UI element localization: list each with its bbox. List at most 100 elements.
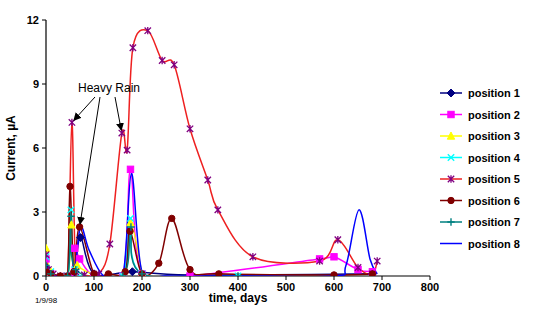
data-point <box>250 253 256 260</box>
data-point <box>72 245 78 251</box>
data-point <box>67 213 74 220</box>
series-line <box>46 174 377 276</box>
y-tick <box>42 276 46 277</box>
data-point <box>169 215 175 221</box>
annotation-arrow <box>74 97 95 120</box>
data-point <box>128 268 136 276</box>
x-tick <box>142 276 143 280</box>
data-point <box>90 270 98 276</box>
data-point <box>74 269 75 270</box>
annotation: Heavy Rain <box>78 81 140 95</box>
y-tick-label: 9 <box>33 78 39 90</box>
data-point <box>171 61 177 68</box>
data-point <box>64 272 71 276</box>
data-point <box>141 271 142 272</box>
data-point <box>139 271 145 276</box>
data-point <box>215 206 221 213</box>
data-point <box>138 270 145 276</box>
data-point <box>235 273 241 276</box>
series-markers <box>46 219 146 276</box>
x-tick-label: 0 <box>43 281 49 293</box>
x-tick-label: 700 <box>373 281 391 293</box>
data-point <box>316 257 322 264</box>
legend-line <box>440 243 462 245</box>
x-tick <box>382 276 383 280</box>
data-point <box>234 272 241 276</box>
y-tick-label: 3 <box>33 206 39 218</box>
data-point <box>119 272 126 276</box>
series <box>46 174 377 276</box>
data-point <box>127 166 133 172</box>
legend-label: position 6 <box>468 195 520 207</box>
legend-marker <box>447 132 454 139</box>
legend-label: position 3 <box>468 130 520 142</box>
x-tick <box>286 276 287 280</box>
y-tick <box>42 84 46 85</box>
data-point <box>131 173 132 174</box>
annotation-arrow <box>80 97 100 224</box>
legend-marker <box>447 218 454 225</box>
x-tick <box>94 276 95 280</box>
annotation: 1/9/98 <box>35 296 58 305</box>
data-point <box>81 271 87 276</box>
x-tick <box>190 276 191 280</box>
x-tick-label: 200 <box>133 281 151 293</box>
series-markers <box>46 27 380 276</box>
data-point <box>67 275 68 276</box>
legend-marker <box>448 175 454 182</box>
y-tick <box>42 212 46 213</box>
series <box>46 30 377 276</box>
data-point <box>48 271 54 276</box>
data-point <box>345 265 346 266</box>
x-tick-label: 300 <box>181 281 199 293</box>
data-point <box>72 266 79 273</box>
data-point <box>55 275 56 276</box>
data-point <box>57 273 63 276</box>
data-point <box>156 260 162 266</box>
y-tick-label: 0 <box>33 270 39 282</box>
annotation-arrow <box>115 97 121 130</box>
data-point <box>47 270 54 276</box>
legend-label: position 4 <box>468 152 521 164</box>
series-markers <box>46 234 376 276</box>
x-tick <box>46 276 47 280</box>
y-tick-label: 12 <box>27 14 39 26</box>
x-tick-label: 500 <box>277 281 295 293</box>
data-point <box>77 234 85 242</box>
data-point <box>205 176 211 183</box>
data-point <box>139 271 145 276</box>
data-point <box>377 273 378 274</box>
data-point <box>130 44 136 51</box>
data-point <box>333 275 334 276</box>
x-tick <box>238 276 239 280</box>
legend: position 1position 2position 3position 4… <box>440 87 521 250</box>
x-tick-label: 600 <box>325 281 343 293</box>
data-point <box>64 272 71 276</box>
data-point <box>187 125 193 132</box>
data-point <box>139 271 145 276</box>
series-markers <box>46 207 241 276</box>
data-point <box>331 272 337 276</box>
legend-marker <box>448 197 454 203</box>
y-axis-title: Current, µA <box>4 115 18 181</box>
plot-area <box>46 27 380 276</box>
legend-label: position 2 <box>468 109 520 121</box>
x-tick-label: 800 <box>421 281 439 293</box>
data-point <box>46 251 49 258</box>
data-point <box>57 272 63 276</box>
data-point <box>358 209 359 210</box>
series-markers <box>46 213 242 276</box>
data-point <box>127 223 134 230</box>
data-point <box>64 273 70 276</box>
x-tick <box>430 276 431 280</box>
data-point <box>48 271 54 276</box>
data-point <box>124 146 130 153</box>
data-point <box>187 266 193 272</box>
data-point <box>68 221 75 228</box>
data-point <box>138 270 145 276</box>
data-point <box>165 275 166 276</box>
data-point <box>145 27 151 34</box>
data-point <box>237 275 238 276</box>
series-line <box>46 216 238 276</box>
data-point <box>369 271 375 276</box>
